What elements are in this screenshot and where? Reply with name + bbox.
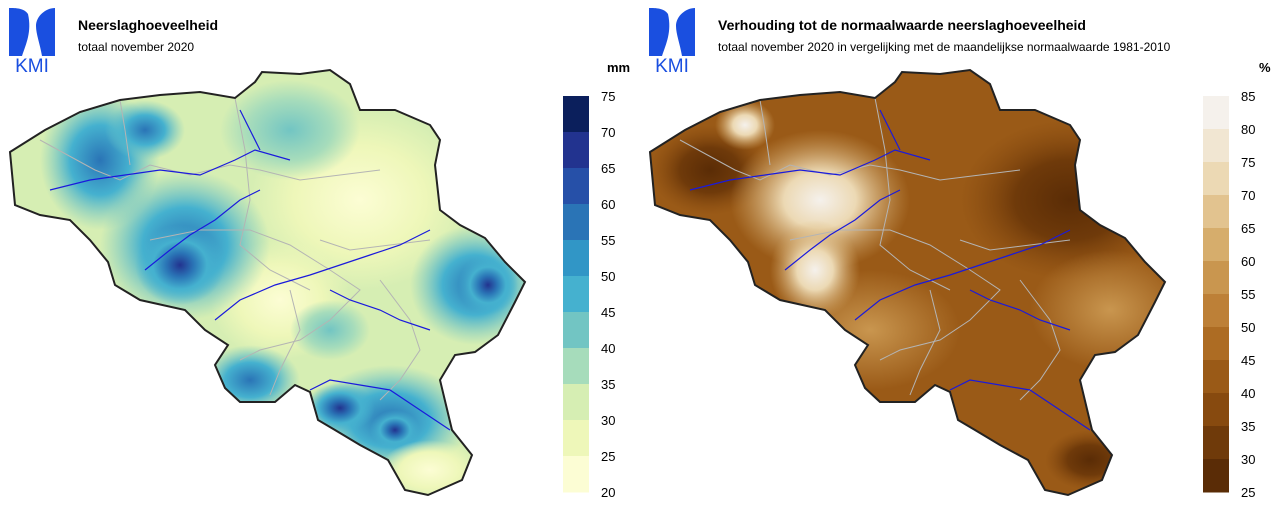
map-title: Neerslaghoeveelheid: [78, 17, 219, 33]
ratio-map: [649, 69, 1166, 496]
rivers: [49, 109, 451, 431]
ratio-panel: KMI Verhouding tot de normaalwaarde neer…: [640, 0, 1280, 507]
legend-swatch: [563, 168, 589, 205]
legend-swatch: [1203, 393, 1229, 427]
legend: 85 80 75 70 65 60 55 50 45 40 35 30 25: [1203, 89, 1255, 500]
legend-tick-label: 35: [601, 377, 615, 392]
legend-tick-label: 80: [1241, 122, 1255, 137]
legend-tick-label: 30: [1241, 452, 1255, 467]
legend-tick-label: 60: [601, 197, 615, 212]
legend-swatch: [563, 384, 589, 421]
legend-tick-label: 60: [1241, 254, 1255, 269]
legend-swatch: [1203, 294, 1229, 328]
legend-swatch: [1203, 228, 1229, 262]
map-subtitle: totaal november 2020 in vergelijking met…: [718, 40, 1171, 54]
legend-swatch: [1203, 96, 1229, 130]
legend-swatch: [563, 312, 589, 349]
rivers: [689, 109, 1091, 431]
legend-tick-label: 75: [1241, 155, 1255, 170]
legend-tick-label: 55: [601, 233, 615, 248]
legend-tick-label: 55: [1241, 287, 1255, 302]
legend-tick-label: 40: [1241, 386, 1255, 401]
legend-tick-label: 50: [1241, 320, 1255, 335]
map-title: Verhouding tot de normaalwaarde neerslag…: [718, 17, 1086, 33]
legend-swatch: [1203, 459, 1229, 493]
legend-tick-label: 45: [601, 305, 615, 320]
legend-tick-label: 75: [601, 89, 615, 104]
legend-unit: mm: [607, 60, 631, 75]
logo-text: KMI: [15, 56, 49, 74]
legend-tick-label: 65: [1241, 221, 1255, 236]
precipitation-panel: KMI Neerslaghoeveelheid totaal november …: [9, 8, 631, 500]
province-borders: [39, 97, 431, 401]
map-subtitle: totaal november 2020: [78, 40, 195, 54]
legend-swatch: [1203, 162, 1229, 196]
legend-swatch: [1203, 261, 1229, 295]
legend-tick-label: 20: [601, 485, 615, 500]
legend-swatch: [563, 240, 589, 277]
legend-tick-label: 45: [1241, 353, 1255, 368]
kmi-logo: KMI: [9, 8, 55, 74]
legend-tick-label: 30: [601, 413, 615, 428]
logo-text: KMI: [655, 56, 689, 74]
legend-unit: %: [1259, 60, 1271, 75]
legend-swatch: [1203, 195, 1229, 229]
province-borders: [679, 97, 1071, 401]
legend-tick-label: 35: [1241, 419, 1255, 434]
legend-swatch: [563, 348, 589, 385]
legend-swatch: [1203, 327, 1229, 361]
legend-tick-label: 65: [601, 161, 615, 176]
legend: 75 70 65 60 55 50 45 40 35 30 25 20: [563, 89, 615, 500]
legend-swatch: [563, 96, 589, 133]
legend-swatch: [1203, 129, 1229, 163]
legend-tick-label: 40: [601, 341, 615, 356]
legend-swatch: [563, 456, 589, 493]
legend-tick-label: 50: [601, 269, 615, 284]
legend-tick-label: 25: [1241, 485, 1255, 500]
legend-swatch: [563, 420, 589, 457]
legend-tick-label: 70: [601, 125, 615, 140]
precipitation-map: [9, 69, 526, 496]
kmi-logo: KMI: [649, 8, 695, 74]
legend-tick-label: 25: [601, 449, 615, 464]
legend-swatch: [563, 204, 589, 241]
legend-swatch: [1203, 360, 1229, 394]
legend-tick-label: 70: [1241, 188, 1255, 203]
legend-swatch: [1203, 426, 1229, 460]
legend-swatch: [563, 276, 589, 313]
legend-swatch: [563, 132, 589, 169]
legend-tick-label: 85: [1241, 89, 1255, 104]
